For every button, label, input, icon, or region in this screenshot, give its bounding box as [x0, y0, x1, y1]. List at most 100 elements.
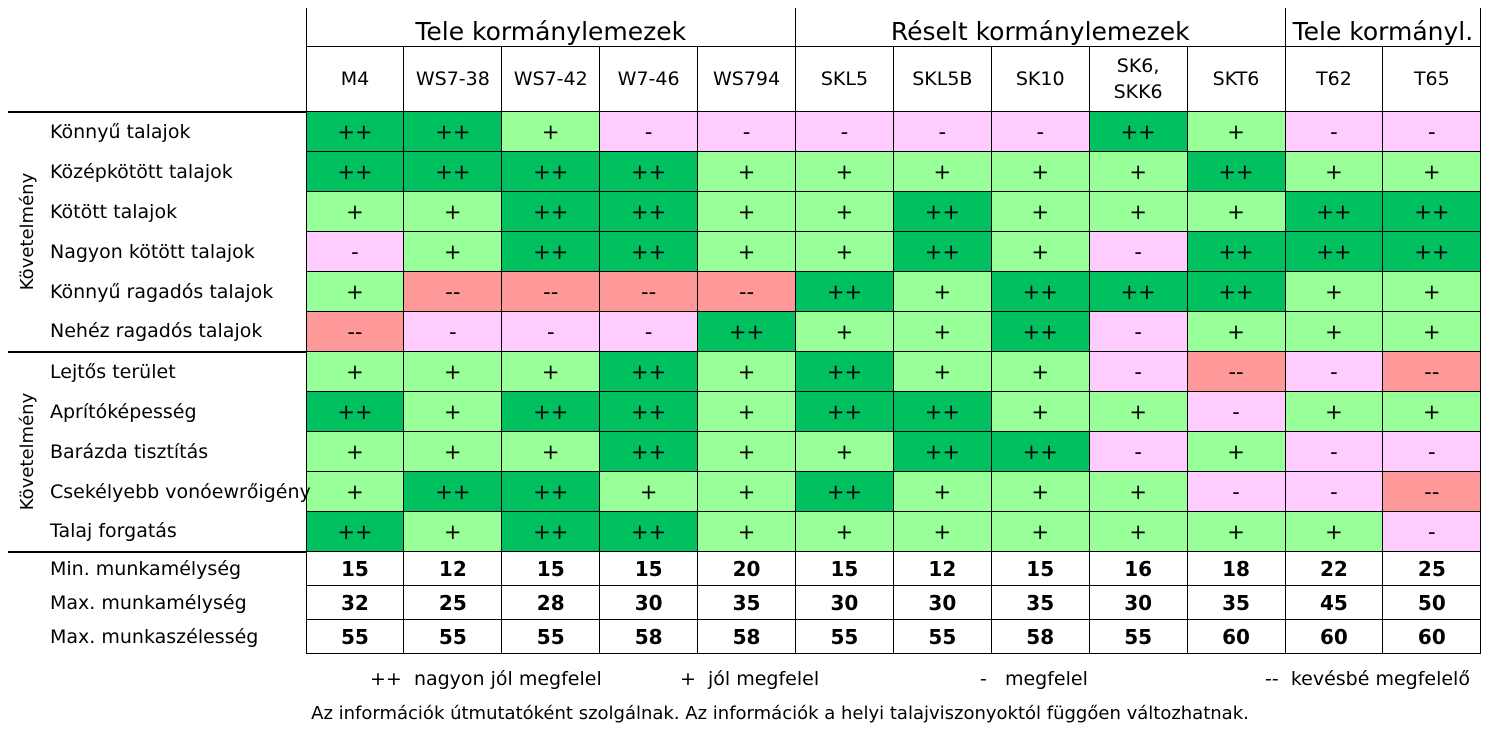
rating-cell: + [1284, 391, 1384, 432]
rating-cell: -- [1382, 471, 1482, 512]
rating-cell: ++ [305, 151, 405, 192]
numeric-cell: 58 [697, 619, 796, 654]
model-header: SK6, SKK6 [1088, 46, 1188, 112]
rating-cell: - [1284, 431, 1384, 472]
rating-cell: + [1284, 311, 1384, 352]
numeric-cell: 18 [1186, 551, 1286, 586]
legend-item-plusplus: ++ nagyon jól megfelel [370, 668, 602, 690]
suitability-table: Tele kormánylemezek Réselt kormánylemezek… [8, 8, 1482, 654]
row-label: Lejtős terület [48, 350, 306, 392]
numeric-cell: 58 [599, 619, 699, 654]
table-row: Aprítóképesség ++ + ++ ++ + ++ ++ + + - + + [8, 391, 1482, 432]
rating-cell: ++ [599, 391, 699, 432]
rating-cell: + [305, 471, 405, 512]
rating-cell: - [1088, 231, 1188, 272]
rating-cell: + [892, 271, 992, 312]
rating-cell: + [1382, 391, 1482, 432]
model-header: T65 [1382, 46, 1482, 112]
numeric-cell: 12 [403, 551, 503, 586]
rating-cell: ++ [1382, 191, 1482, 232]
rating-cell: + [990, 511, 1090, 552]
rating-cell: - [305, 231, 405, 272]
row-label: Könnyű ragadós talajok [50, 280, 274, 303]
rating-cell: -- [501, 271, 601, 312]
numeric-cell: 55 [795, 619, 894, 654]
rating-cell: - [1284, 351, 1384, 392]
rating-cell: + [1186, 311, 1286, 352]
rating-cell: ++ [501, 231, 601, 272]
model-header: M4 [305, 46, 405, 112]
row-label: Max. munkaszélesség [50, 625, 259, 648]
row-label: Aprítóképesség [50, 400, 197, 423]
numeric-cell: 15 [305, 551, 405, 586]
table-row: Könnyű ragadós talajok + -- -- -- -- ++ + ++ ++ ++… [8, 271, 1482, 312]
numeric-cell: 35 [990, 585, 1090, 620]
numeric-cell: 30 [795, 585, 894, 620]
rating-cell: + [892, 511, 992, 552]
model-header: SKL5 [795, 46, 894, 112]
rating-cell: ++ [990, 271, 1090, 312]
rating-cell: + [990, 191, 1090, 232]
group-header: Réselt kormánylemezek [795, 8, 1285, 47]
rating-cell: -- [697, 271, 796, 312]
model-header: SKL5B [892, 46, 992, 112]
rating-cell: ++ [501, 471, 601, 512]
rating-cell: ++ [305, 391, 405, 432]
rating-cell: + [697, 391, 796, 432]
rating-cell: ++ [599, 151, 699, 192]
side-blank [8, 550, 48, 586]
rating-cell: + [305, 351, 405, 392]
table-row: Nagyon kötött talajok - + ++ ++ + + ++ + - ++ ++ ++ [8, 231, 1482, 272]
numeric-cell: 55 [501, 619, 601, 654]
rating-cell: + [305, 191, 405, 232]
corner-blank [48, 47, 306, 112]
table-row: Max. munkamélység 32 25 28 30 35 30 30 35 30 35 45 5… [8, 585, 1482, 620]
numeric-cell: 16 [1088, 551, 1188, 586]
rating-cell: + [1284, 151, 1384, 192]
rating-cell: + [1186, 191, 1286, 232]
rating-cell: + [990, 471, 1090, 512]
legend-item-minus: - megfelel [980, 668, 1088, 690]
rating-cell: ++ [795, 351, 894, 392]
rating-cell: + [403, 431, 503, 472]
rating-cell: ++ [1186, 231, 1286, 272]
rating-cell: - [403, 311, 503, 352]
rating-cell: - [990, 111, 1090, 152]
side-label: Követelmény [8, 110, 48, 352]
rating-cell: -- [599, 271, 699, 312]
rating-cell: + [795, 431, 894, 472]
table-row: Kötött talajok + + ++ ++ + + ++ + + + ++ ++ [8, 191, 1482, 232]
rating-cell: + [1186, 111, 1286, 152]
rating-cell: + [1088, 151, 1188, 192]
model-header: SK10 [990, 46, 1090, 112]
numeric-cell: 12 [892, 551, 992, 586]
rating-cell: - [1088, 311, 1188, 352]
rating-cell: + [892, 151, 992, 192]
rating-cell: ++ [990, 311, 1090, 352]
corner-blank [8, 8, 48, 47]
rating-cell: + [1186, 431, 1286, 472]
table-row: Talaj forgatás ++ + ++ ++ + + + + + + + - [8, 511, 1482, 552]
row-label: Nagyon kötött talajok [50, 240, 255, 263]
rating-cell: + [990, 391, 1090, 432]
rating-cell: -- [1382, 351, 1482, 392]
rating-cell: + [305, 271, 405, 312]
rating-cell: ++ [599, 191, 699, 232]
numeric-cell: 30 [1088, 585, 1188, 620]
table-row: Követelmény Lejtős terület + + + ++ + ++ + + - -- - -… [8, 350, 1482, 552]
rating-cell: ++ [795, 391, 894, 432]
rating-cell: ++ [697, 311, 796, 352]
rating-cell: + [403, 391, 503, 432]
group-header: Tele kormánylemezek [305, 8, 796, 47]
rating-cell: + [1088, 391, 1188, 432]
rating-cell: - [599, 111, 699, 152]
rating-cell: - [599, 311, 699, 352]
numeric-cell: 25 [403, 585, 503, 620]
rating-cell: ++ [599, 431, 699, 472]
rating-cell: - [1186, 391, 1286, 432]
numeric-cell: 45 [1284, 585, 1384, 620]
rating-cell: - [1186, 471, 1286, 512]
numeric-cell: 60 [1382, 619, 1482, 654]
rating-cell: ++ [599, 351, 699, 392]
numeric-cell: 55 [403, 619, 503, 654]
